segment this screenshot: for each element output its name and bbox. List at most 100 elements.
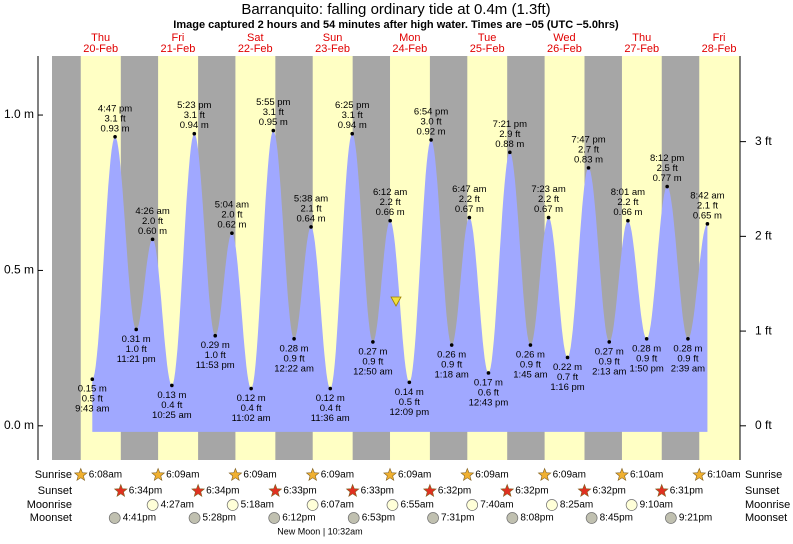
- tide-time: 8:12 pm: [650, 153, 684, 164]
- moonset-icon: [188, 512, 201, 524]
- row-label: Moonrise: [745, 499, 790, 511]
- tide-extreme: [565, 355, 570, 360]
- tide-extreme: [449, 343, 454, 347]
- tide-feet: 2.7 ft: [578, 144, 599, 155]
- tide-time: 12:22 am: [274, 363, 314, 374]
- moonrise-time: 6:55am: [400, 500, 433, 511]
- tide-extreme: [546, 215, 551, 220]
- tide-extreme: [467, 215, 472, 220]
- tide-time: 12:50 am: [353, 366, 393, 377]
- tide-time: 2:13 am: [592, 366, 626, 377]
- row-label: Moonset: [745, 512, 787, 524]
- sunrise-time: 6:08am: [89, 470, 122, 481]
- tide-height: 0.17 m: [474, 378, 503, 389]
- sunset-time: 6:32pm: [592, 486, 625, 497]
- y-tick-label: 0.0 m: [4, 418, 34, 432]
- row-label: Sunrise: [745, 469, 782, 481]
- sunset-icon: [113, 483, 128, 497]
- tide-extreme: [309, 225, 313, 229]
- tide-extreme: [328, 386, 333, 391]
- day-weekday: Sun: [323, 32, 343, 44]
- moonrise-icon: [306, 499, 319, 511]
- tide-time: 1:50 pm: [629, 363, 663, 374]
- tide-height: 0.27 m: [358, 346, 387, 357]
- tide-time: 5:23 pm: [177, 100, 211, 111]
- row-label: Sunset: [745, 485, 779, 497]
- moonrise-icon: [386, 499, 399, 511]
- tide-height: 0.92 m: [417, 126, 446, 137]
- tide-time: 11:53 pm: [196, 360, 235, 371]
- tide-time: 5:38 am: [294, 193, 328, 204]
- day-date: 20-Feb: [83, 43, 118, 55]
- tide-area: [92, 130, 708, 432]
- y2-tick-label: 2 ft: [755, 229, 772, 243]
- day-date: 21-Feb: [161, 43, 196, 55]
- moonset-time: 8:45pm: [600, 513, 633, 524]
- y2-tick-label: 0 ft: [755, 418, 772, 432]
- tide-time: 10:25 am: [152, 410, 192, 421]
- tide-extreme: [134, 327, 139, 332]
- tide-extreme: [230, 231, 234, 235]
- row-label: Moonrise: [27, 499, 72, 511]
- day-date: 27-Feb: [624, 43, 659, 55]
- tide-time: 12:43 pm: [469, 398, 509, 409]
- moonset-icon: [665, 512, 677, 524]
- tide-height: 0.64 m: [297, 213, 326, 224]
- tide-height: 0.66 m: [376, 207, 405, 218]
- tide-time: 11:36 am: [311, 413, 350, 424]
- tide-height: 0.94 m: [180, 120, 209, 131]
- tide-extreme: [249, 386, 253, 391]
- tide-time: 1:16 pm: [550, 382, 584, 393]
- tide-time: 7:21 pm: [493, 119, 527, 130]
- day-date: 25-Feb: [470, 43, 505, 55]
- moonset-time: 5:28pm: [203, 513, 236, 524]
- sunset-icon: [422, 483, 437, 497]
- tide-feet: 0.9 ft: [284, 353, 305, 364]
- tide-height: 0.27 m: [595, 346, 624, 357]
- sunset-time: 6:32pm: [515, 486, 548, 497]
- moonrise-icon: [466, 499, 479, 511]
- sunset-icon: [654, 483, 669, 497]
- moonset-time: 9:21pm: [679, 513, 712, 524]
- moonset-icon: [585, 512, 598, 524]
- moonrise-time: 4:27am: [161, 500, 194, 511]
- current-tide-marker: [390, 296, 402, 307]
- tide-feet: 3.1 ft: [184, 110, 205, 121]
- tide-height: 0.67 m: [455, 204, 484, 215]
- sunrise-icon: [537, 467, 552, 481]
- tide-feet: 2.2 ft: [617, 197, 638, 208]
- tide-extreme: [371, 340, 375, 344]
- tide-feet: 0.4 ft: [161, 400, 182, 411]
- moonrise-time: 7:40am: [480, 500, 513, 511]
- tide-extreme: [607, 340, 612, 344]
- tide-feet: 0.9 ft: [677, 353, 698, 364]
- tide-time: 12:09 pm: [390, 407, 430, 418]
- tide-time: 7:47 pm: [571, 134, 605, 145]
- tide-time: 1:45 am: [513, 370, 547, 381]
- moonrise-time: 6:07am: [321, 500, 354, 511]
- sunrise-time: 6:09am: [166, 470, 199, 481]
- tide-height: 0.28 m: [280, 343, 309, 354]
- sunset-time: 6:34pm: [206, 486, 239, 497]
- tide-extreme: [486, 371, 491, 375]
- tide-extreme: [686, 337, 690, 341]
- moonrise-icon: [226, 499, 239, 511]
- tide-time: 11:02 am: [232, 413, 271, 424]
- tide-time: 6:12 am: [373, 187, 407, 198]
- tide-height: 0.26 m: [516, 350, 545, 361]
- tide-feet: 0.9 ft: [441, 360, 462, 371]
- sunrise-icon: [228, 467, 243, 481]
- sunrise-icon: [73, 467, 88, 481]
- sunrise-time: 6:09am: [398, 470, 431, 481]
- sunset-time: 6:32pm: [438, 486, 471, 497]
- sunrise-icon: [305, 467, 320, 481]
- tide-feet: 0.5 ft: [399, 397, 420, 408]
- sunrise-icon: [692, 467, 707, 481]
- tide-extreme: [508, 150, 512, 155]
- tide-height: 0.28 m: [673, 343, 702, 354]
- sunset-icon: [345, 483, 360, 497]
- sunrise-icon: [383, 467, 397, 481]
- tide-extreme: [626, 218, 630, 223]
- tide-extreme: [665, 184, 669, 189]
